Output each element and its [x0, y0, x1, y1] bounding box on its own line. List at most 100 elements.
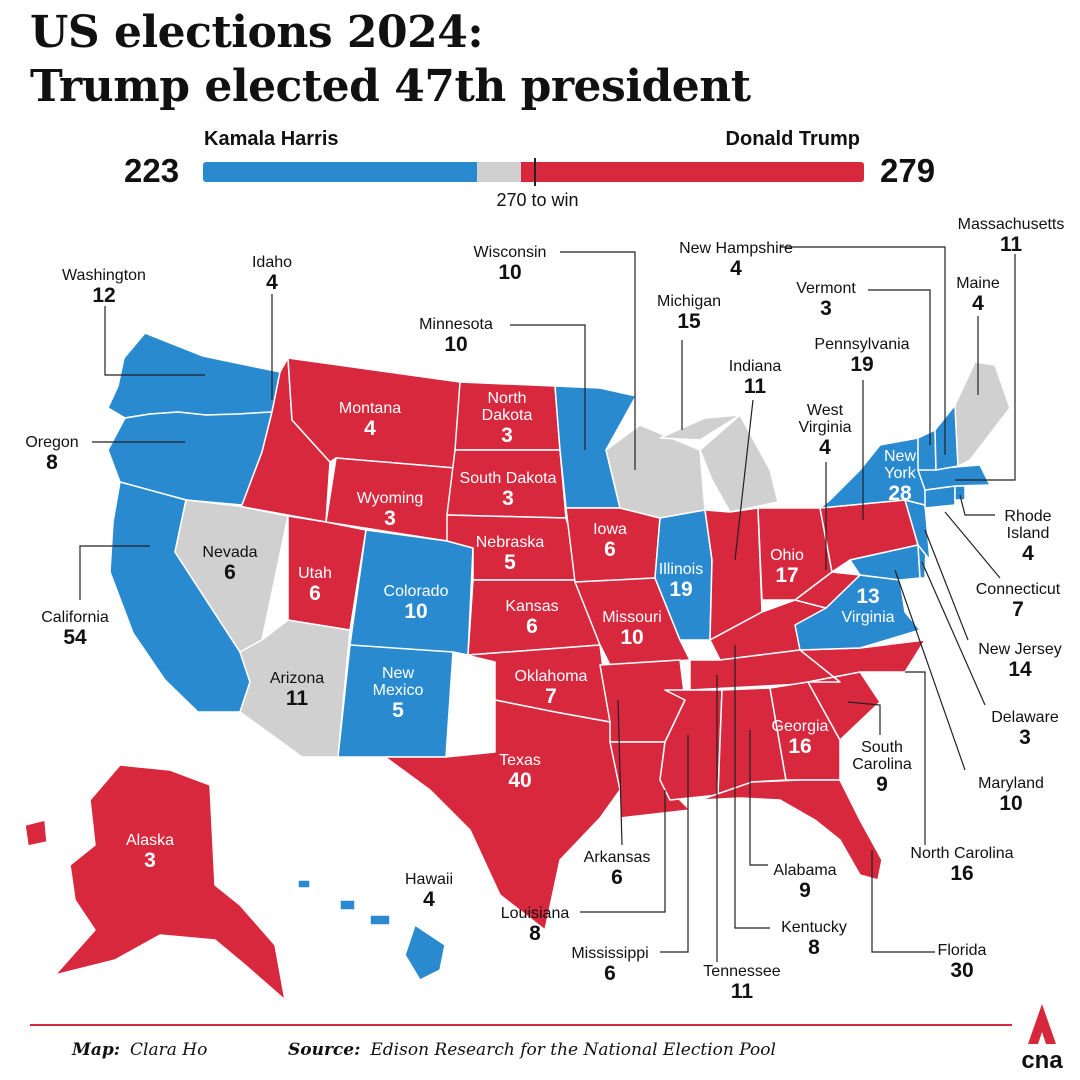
state-name-new-york: New York: [884, 448, 917, 482]
state-shapes: [24, 332, 1011, 1001]
state-hawaii-part-4: [297, 879, 311, 889]
state-name-mississippi: Mississippi: [571, 945, 648, 962]
state-ev-tennessee: 11: [731, 980, 754, 1003]
state-name-south-dakota: South Dakota: [460, 470, 557, 487]
state-name-minnesota: Minnesota: [419, 316, 493, 333]
state-ev-illinois: 19: [669, 578, 692, 601]
leader-north-carolina: [905, 671, 926, 845]
state-ev-wisconsin: 10: [498, 261, 521, 284]
state-name-indiana: Indiana: [729, 358, 782, 375]
cna-logo-text: cna: [1021, 1047, 1063, 1074]
leader-washington: [104, 306, 205, 376]
state-ev-michigan: 15: [677, 310, 701, 333]
state-name-maryland: Maryland: [978, 775, 1044, 792]
state-name-wyoming: Wyoming: [357, 490, 424, 507]
state-name-west-virginia: West Virginia: [798, 402, 851, 436]
state-ev-minnesota: 10: [444, 333, 467, 356]
leader-new-hampshire: [780, 246, 946, 455]
leader-mississippi: [660, 735, 689, 953]
state-name-arkansas: Arkansas: [584, 849, 651, 866]
state-name-rhode-island: Rhode Island: [1004, 508, 1051, 542]
state-hawaii-part-2: [339, 899, 356, 911]
state-ev-georgia: 16: [788, 735, 811, 758]
state-name-colorado: Colorado: [384, 583, 449, 600]
title-line-1: US elections 2024:: [30, 7, 484, 58]
state-name-north-dakota: North Dakota: [482, 390, 533, 424]
state-ev-kansas: 6: [526, 615, 538, 638]
state-name-new-mexico: New Mexico: [373, 665, 424, 699]
state-ev-new-hampshire: 4: [730, 257, 742, 280]
state-ev-california: 54: [63, 626, 87, 649]
leader-vermont: [868, 289, 931, 445]
state-ev-texas: 40: [508, 769, 531, 792]
state-ev-virginia: 13: [856, 585, 879, 608]
map-credit: Map: Clara Ho: [72, 1040, 207, 1060]
state-name-kansas: Kansas: [505, 598, 558, 615]
state-ev-massachusetts: 11: [1000, 233, 1023, 256]
state-name-oregon: Oregon: [25, 434, 78, 451]
state-hawaii-part-3: [369, 914, 391, 926]
state-hawaii: [404, 924, 446, 981]
state-name-virginia: Virginia: [841, 609, 894, 626]
threshold-marker: [533, 158, 536, 186]
leader-lines: [79, 246, 1016, 962]
state-name-north-carolina: North Carolina: [910, 845, 1013, 862]
state-ev-connecticut: 7: [1012, 598, 1024, 621]
state-name-iowa: Iowa: [593, 521, 627, 538]
state-ev-nevada: 6: [224, 561, 236, 584]
state-ev-new-mexico: 5: [392, 699, 404, 722]
state-ev-delaware: 3: [1019, 726, 1031, 749]
page-title: US elections 2024: Trump elected 47th pr…: [30, 6, 751, 114]
state-ev-south-dakota: 3: [502, 487, 514, 510]
state-name-georgia: Georgia: [772, 718, 829, 735]
leader-louisiana: [580, 790, 666, 913]
state-ev-maine: 4: [972, 292, 984, 315]
leader-minnesota: [510, 324, 586, 450]
footer-divider: [30, 1024, 1012, 1026]
leader-new-jersey: [924, 529, 969, 641]
state-name-alabama: Alabama: [773, 862, 836, 879]
cna-logo: cna: [1021, 1004, 1063, 1074]
state-michigan-part-2: [659, 414, 741, 441]
state-name-new-jersey: New Jersey: [978, 641, 1062, 658]
state-ev-montana: 4: [364, 417, 376, 440]
source-name: Edison Research for the National Electio…: [370, 1040, 776, 1060]
state-ev-colorado: 10: [404, 600, 427, 623]
trump-votes: 279: [880, 152, 936, 189]
state-massachusetts: [917, 464, 991, 491]
state-ev-south-carolina: 9: [876, 773, 888, 796]
state-labels: Washington12Oregon8California54Idaho4Nev…: [25, 216, 1064, 1003]
state-name-ohio: Ohio: [770, 547, 804, 564]
state-name-michigan: Michigan: [657, 293, 721, 310]
source-credit: Source: Edison Research for the National …: [288, 1040, 776, 1060]
state-name-idaho: Idaho: [252, 254, 292, 271]
state-ev-arkansas: 6: [611, 866, 623, 889]
leader-kentucky: [734, 645, 770, 929]
state-ev-vermont: 3: [820, 297, 832, 320]
map-credit-name: Clara Ho: [130, 1040, 208, 1060]
state-name-illinois: Illinois: [659, 561, 703, 578]
state-name-kentucky: Kentucky: [781, 919, 847, 936]
leader-massachusetts: [955, 254, 1016, 481]
state-name-new-hampshire: New Hampshire: [679, 240, 793, 257]
leader-rhode-island: [959, 494, 995, 516]
